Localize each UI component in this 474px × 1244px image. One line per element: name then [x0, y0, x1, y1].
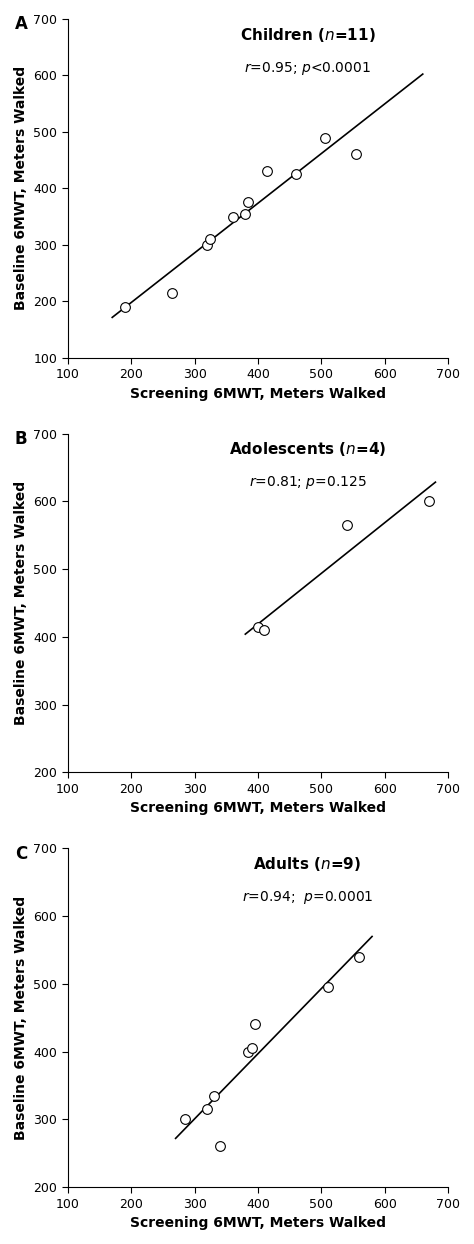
Text: Adults ($\mathit{n}$=9): Adults ($\mathit{n}$=9) — [254, 855, 362, 873]
Point — [292, 164, 300, 184]
Point — [251, 1015, 259, 1035]
Point — [242, 204, 249, 224]
Point — [425, 491, 433, 511]
X-axis label: Screening 6MWT, Meters Walked: Screening 6MWT, Meters Walked — [130, 801, 386, 816]
Y-axis label: Baseline 6MWT, Meters Walked: Baseline 6MWT, Meters Walked — [14, 896, 28, 1140]
Point — [245, 193, 252, 213]
Point — [245, 1041, 252, 1061]
Text: $\mathit{r}$=0.94;  $\mathit{p}$=0.0001: $\mathit{r}$=0.94; $\mathit{p}$=0.0001 — [242, 889, 373, 906]
Point — [207, 229, 214, 249]
Point — [356, 947, 363, 967]
Point — [264, 162, 271, 182]
Text: A: A — [15, 15, 27, 34]
Text: Adolescents ($\mathit{n}$=4): Adolescents ($\mathit{n}$=4) — [229, 440, 386, 458]
Text: C: C — [15, 845, 27, 863]
Y-axis label: Baseline 6MWT, Meters Walked: Baseline 6MWT, Meters Walked — [14, 481, 28, 725]
Point — [210, 1086, 218, 1106]
Point — [203, 235, 211, 255]
Point — [121, 297, 128, 317]
Point — [254, 617, 262, 637]
Point — [229, 207, 237, 226]
Point — [169, 282, 176, 302]
Point — [261, 621, 268, 641]
Point — [216, 1137, 224, 1157]
Point — [182, 1110, 189, 1130]
Y-axis label: Baseline 6MWT, Meters Walked: Baseline 6MWT, Meters Walked — [14, 66, 28, 311]
Point — [324, 978, 331, 998]
Text: Children ($\mathit{n}$=11): Children ($\mathit{n}$=11) — [239, 26, 375, 44]
Point — [353, 144, 360, 164]
Point — [203, 1100, 211, 1120]
Point — [321, 128, 328, 148]
Point — [343, 515, 350, 535]
Text: $\mathit{r}$=0.81; $\mathit{p}$=0.125: $\mathit{r}$=0.81; $\mathit{p}$=0.125 — [248, 474, 366, 491]
X-axis label: Screening 6MWT, Meters Walked: Screening 6MWT, Meters Walked — [130, 387, 386, 401]
Text: $\mathit{r}$=0.95; $\mathit{p}$<0.0001: $\mathit{r}$=0.95; $\mathit{p}$<0.0001 — [244, 60, 371, 77]
Text: B: B — [15, 430, 27, 448]
X-axis label: Screening 6MWT, Meters Walked: Screening 6MWT, Meters Walked — [130, 1217, 386, 1230]
Point — [248, 1039, 255, 1059]
